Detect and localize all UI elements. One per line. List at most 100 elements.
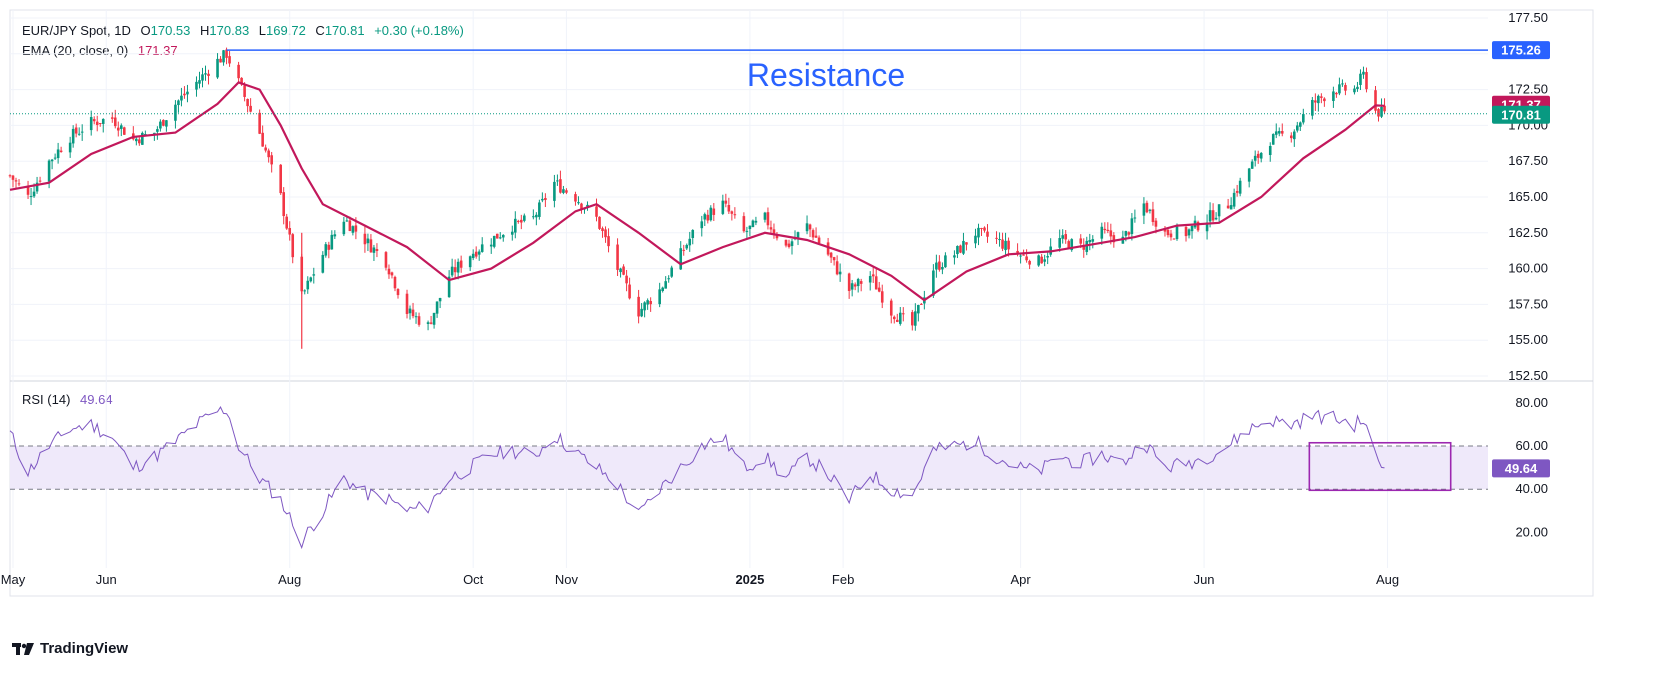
candle-body — [1001, 239, 1004, 249]
candle-body — [1280, 131, 1284, 134]
candle-body — [817, 237, 821, 244]
candle-body — [977, 227, 980, 238]
candle-body — [384, 252, 388, 268]
candle-body — [974, 235, 977, 244]
candle-body — [763, 212, 767, 220]
ema-line — [9, 81, 1385, 302]
candle-body — [1356, 86, 1359, 90]
candle-body — [1082, 245, 1086, 250]
candle-body — [1299, 122, 1302, 127]
rsi-value-badge-bg — [1492, 459, 1550, 478]
candle-body — [1362, 71, 1365, 75]
candle-body — [700, 221, 704, 229]
candle-body — [1067, 241, 1071, 249]
candle-body — [1353, 88, 1356, 93]
candle-body — [71, 128, 75, 144]
candle-body — [796, 232, 800, 238]
candle-body — [1040, 256, 1043, 264]
candle-body — [14, 180, 18, 182]
candle-body — [772, 229, 776, 235]
candle-body — [712, 208, 716, 215]
candle-body — [574, 194, 577, 202]
candle-body — [892, 316, 896, 320]
rsi-tick-label: 20.00 — [1515, 524, 1548, 539]
candle-body — [586, 204, 589, 207]
candle-body — [1172, 238, 1176, 240]
candle-body — [664, 281, 667, 289]
candle-body — [1064, 234, 1068, 240]
candle-body — [468, 256, 472, 268]
candle-body — [177, 100, 180, 106]
symbol-label: EUR/JPY Spot, 1D — [22, 23, 131, 38]
time-tick-label: Oct — [463, 572, 484, 587]
candle-body — [1320, 96, 1323, 98]
candle-body — [501, 234, 505, 238]
candle-body — [640, 308, 643, 317]
candle-body — [80, 131, 84, 133]
candle-body — [1127, 232, 1131, 235]
candle-body — [1103, 228, 1107, 231]
chart-frame — [9, 9, 1594, 597]
candle-body — [544, 198, 547, 201]
candle-body — [225, 49, 228, 58]
candle-body — [959, 245, 962, 253]
candle-body — [1196, 221, 1200, 231]
candle-body — [387, 268, 391, 275]
candle-body — [165, 120, 168, 127]
candle-body — [724, 200, 728, 204]
candle-body — [1314, 100, 1317, 103]
candle-body — [787, 243, 791, 247]
candle-body — [649, 300, 652, 305]
price-tick-label: 157.50 — [1508, 296, 1548, 311]
candle-body — [264, 147, 267, 151]
chart-canvas[interactable]: 177.50175.00172.50170.00167.50165.00162.… — [0, 0, 1656, 640]
candle-body — [938, 261, 941, 270]
candle-body — [1338, 84, 1341, 94]
candle-body — [309, 277, 313, 282]
candle-body — [607, 236, 610, 247]
candle-body — [390, 272, 394, 276]
candle-body — [911, 312, 914, 326]
candle-body — [285, 216, 289, 229]
candle-body — [119, 125, 123, 129]
candle-body — [330, 234, 334, 250]
candle-body — [405, 293, 409, 314]
candle-body — [1256, 153, 1260, 158]
candle-body — [1226, 205, 1230, 209]
candle-body — [1142, 203, 1146, 216]
candle-body — [495, 233, 499, 239]
candle-body — [1028, 260, 1031, 265]
candle-body — [183, 93, 186, 96]
candle-body — [50, 159, 54, 162]
resistance-price-badge: 175.26 — [1501, 43, 1541, 58]
candle-body — [914, 311, 917, 326]
candle-body — [68, 142, 72, 153]
candle-body — [877, 287, 881, 292]
candle-body — [646, 300, 649, 305]
candle-body — [122, 127, 126, 135]
time-tick-label: Aug — [1376, 572, 1399, 587]
candle-body — [595, 206, 598, 217]
candle-body — [261, 132, 264, 147]
candle-body — [769, 227, 773, 230]
candle-body — [59, 150, 63, 152]
candle-body — [1271, 134, 1275, 145]
rsi-tick-label: 60.00 — [1515, 438, 1548, 453]
candle-body — [986, 231, 989, 237]
candle-body — [1019, 255, 1022, 257]
candle-body — [456, 261, 460, 273]
candle-body — [270, 155, 273, 165]
candle-body — [808, 224, 812, 230]
candle-body — [1247, 168, 1251, 182]
candle-body — [74, 127, 78, 134]
candle-body — [95, 121, 99, 125]
price-tick-label: 155.00 — [1508, 332, 1548, 347]
candle-body — [351, 226, 355, 233]
candle-body — [282, 192, 286, 217]
candle-body — [1302, 114, 1305, 123]
candle-body — [345, 220, 349, 222]
candle-body — [159, 121, 162, 129]
time-tick-label: Nov — [555, 572, 579, 587]
candle-body — [874, 276, 878, 290]
candle-body — [246, 98, 249, 107]
